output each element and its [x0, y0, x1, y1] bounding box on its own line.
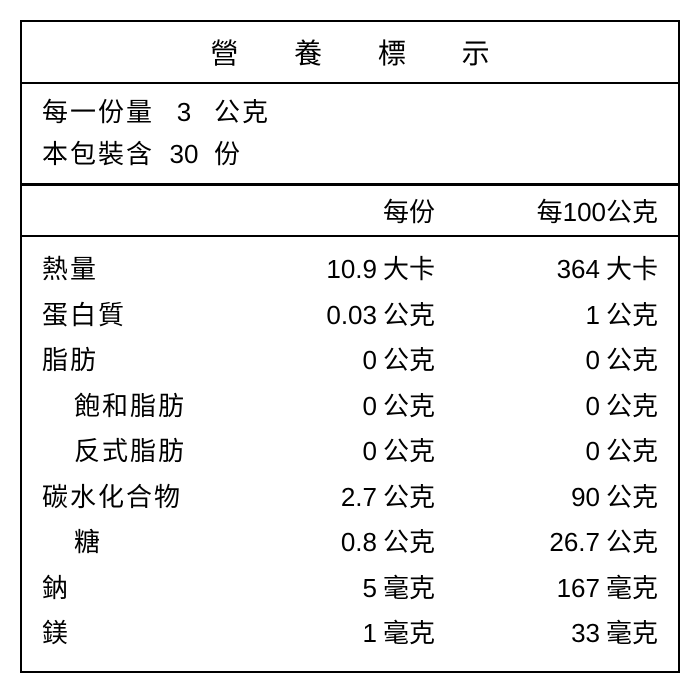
nutrient-per-serving: 0公克 [242, 429, 465, 475]
nutrient-per-serving: 0公克 [242, 338, 465, 384]
nutrient-per-serving: 2.7公克 [242, 475, 465, 521]
serving-size-unit: 公克 [214, 92, 270, 134]
nutrient-unit: 公克 [606, 436, 658, 466]
nutrient-per-serving: 5毫克 [242, 566, 465, 612]
nutrient-unit: 公克 [606, 345, 658, 375]
nutrient-value: 1 [363, 618, 377, 648]
nutrient-name: 飽和脂肪 [42, 384, 242, 430]
nutrient-unit: 大卡 [383, 254, 435, 284]
nutrient-name: 蛋白質 [42, 293, 242, 339]
column-header-per-serving: 每份 [242, 192, 465, 229]
nutrient-value: 0 [363, 436, 377, 466]
nutrient-name: 鎂 [42, 611, 242, 657]
nutrient-row: 反式脂肪0公克0公克 [42, 429, 658, 475]
nutrition-facts-panel: 營 養 標 示 每一份量 3 公克 本包裝含 30 份 每份 每100公克 熱量… [20, 20, 680, 673]
nutrient-value: 90 [571, 482, 600, 512]
nutrient-value: 26.7 [549, 527, 600, 557]
nutrient-value: 0 [363, 391, 377, 421]
nutrient-name: 熱量 [42, 247, 242, 293]
nutrient-name: 反式脂肪 [42, 429, 242, 475]
nutrient-per-100g: 0公克 [465, 338, 658, 384]
nutrient-value: 364 [557, 254, 600, 284]
nutrient-row: 飽和脂肪0公克0公克 [42, 384, 658, 430]
nutrient-value: 0 [586, 436, 600, 466]
column-header-per-100g: 每100公克 [465, 192, 658, 229]
nutrient-unit: 公克 [383, 345, 435, 375]
serving-info: 每一份量 3 公克 本包裝含 30 份 [22, 84, 678, 186]
nutrient-unit: 毫克 [606, 618, 658, 648]
nutrient-value: 167 [557, 573, 600, 603]
nutrient-row: 糖0.8公克26.7公克 [42, 520, 658, 566]
nutrient-per-100g: 167毫克 [465, 566, 658, 612]
serving-count-row: 本包裝含 30 份 [42, 134, 658, 176]
nutrient-per-100g: 1公克 [465, 293, 658, 339]
nutrient-per-serving: 0.03公克 [242, 293, 465, 339]
serving-size-value: 3 [154, 92, 214, 134]
nutrient-unit: 毫克 [383, 618, 435, 648]
nutrient-row: 蛋白質0.03公克1公克 [42, 293, 658, 339]
nutrient-per-100g: 0公克 [465, 384, 658, 430]
serving-size-row: 每一份量 3 公克 [42, 92, 658, 134]
nutrient-name: 脂肪 [42, 338, 242, 384]
nutrient-unit: 公克 [383, 391, 435, 421]
nutrient-value: 0.8 [341, 527, 377, 557]
column-header-blank [42, 192, 242, 229]
nutrient-unit: 毫克 [383, 573, 435, 603]
nutrient-per-100g: 364大卡 [465, 247, 658, 293]
nutrient-row: 鈉5毫克167毫克 [42, 566, 658, 612]
nutrient-row: 熱量10.9大卡364大卡 [42, 247, 658, 293]
nutrient-name: 碳水化合物 [42, 475, 242, 521]
nutrient-row: 鎂1毫克33毫克 [42, 611, 658, 657]
nutrient-value: 10.9 [326, 254, 377, 284]
serving-size-label: 每一份量 [42, 92, 154, 134]
nutrient-value: 33 [571, 618, 600, 648]
nutrient-per-100g: 90公克 [465, 475, 658, 521]
nutrient-value: 0 [586, 345, 600, 375]
nutrient-row: 脂肪0公克0公克 [42, 338, 658, 384]
nutrient-unit: 公克 [383, 482, 435, 512]
nutrient-unit: 公克 [383, 527, 435, 557]
nutrient-table-body: 熱量10.9大卡364大卡蛋白質0.03公克1公克脂肪0公克0公克飽和脂肪0公克… [22, 237, 678, 671]
nutrient-unit: 毫克 [606, 573, 658, 603]
nutrient-row: 碳水化合物2.7公克90公克 [42, 475, 658, 521]
nutrient-unit: 公克 [383, 436, 435, 466]
nutrient-per-serving: 0公克 [242, 384, 465, 430]
nutrient-value: 5 [363, 573, 377, 603]
nutrient-per-100g: 33毫克 [465, 611, 658, 657]
nutrient-name: 鈉 [42, 566, 242, 612]
nutrient-unit: 公克 [606, 391, 658, 421]
nutrient-unit: 公克 [606, 482, 658, 512]
nutrient-unit: 公克 [606, 300, 658, 330]
nutrient-per-serving: 0.8公克 [242, 520, 465, 566]
nutrient-value: 0.03 [326, 300, 377, 330]
nutrient-unit: 公克 [383, 300, 435, 330]
panel-title: 營 養 標 示 [22, 22, 678, 84]
nutrient-name: 糖 [42, 520, 242, 566]
nutrient-unit: 公克 [606, 527, 658, 557]
nutrient-per-serving: 10.9大卡 [242, 247, 465, 293]
serving-count-label: 本包裝含 [42, 134, 154, 176]
nutrient-value: 1 [586, 300, 600, 330]
nutrient-per-100g: 26.7公克 [465, 520, 658, 566]
serving-count-unit: 份 [214, 134, 242, 176]
nutrient-unit: 大卡 [606, 254, 658, 284]
serving-count-value: 30 [154, 134, 214, 176]
column-header-row: 每份 每100公克 [22, 186, 678, 237]
nutrient-per-serving: 1毫克 [242, 611, 465, 657]
nutrient-value: 2.7 [341, 482, 377, 512]
nutrient-value: 0 [586, 391, 600, 421]
nutrient-value: 0 [363, 345, 377, 375]
nutrient-per-100g: 0公克 [465, 429, 658, 475]
